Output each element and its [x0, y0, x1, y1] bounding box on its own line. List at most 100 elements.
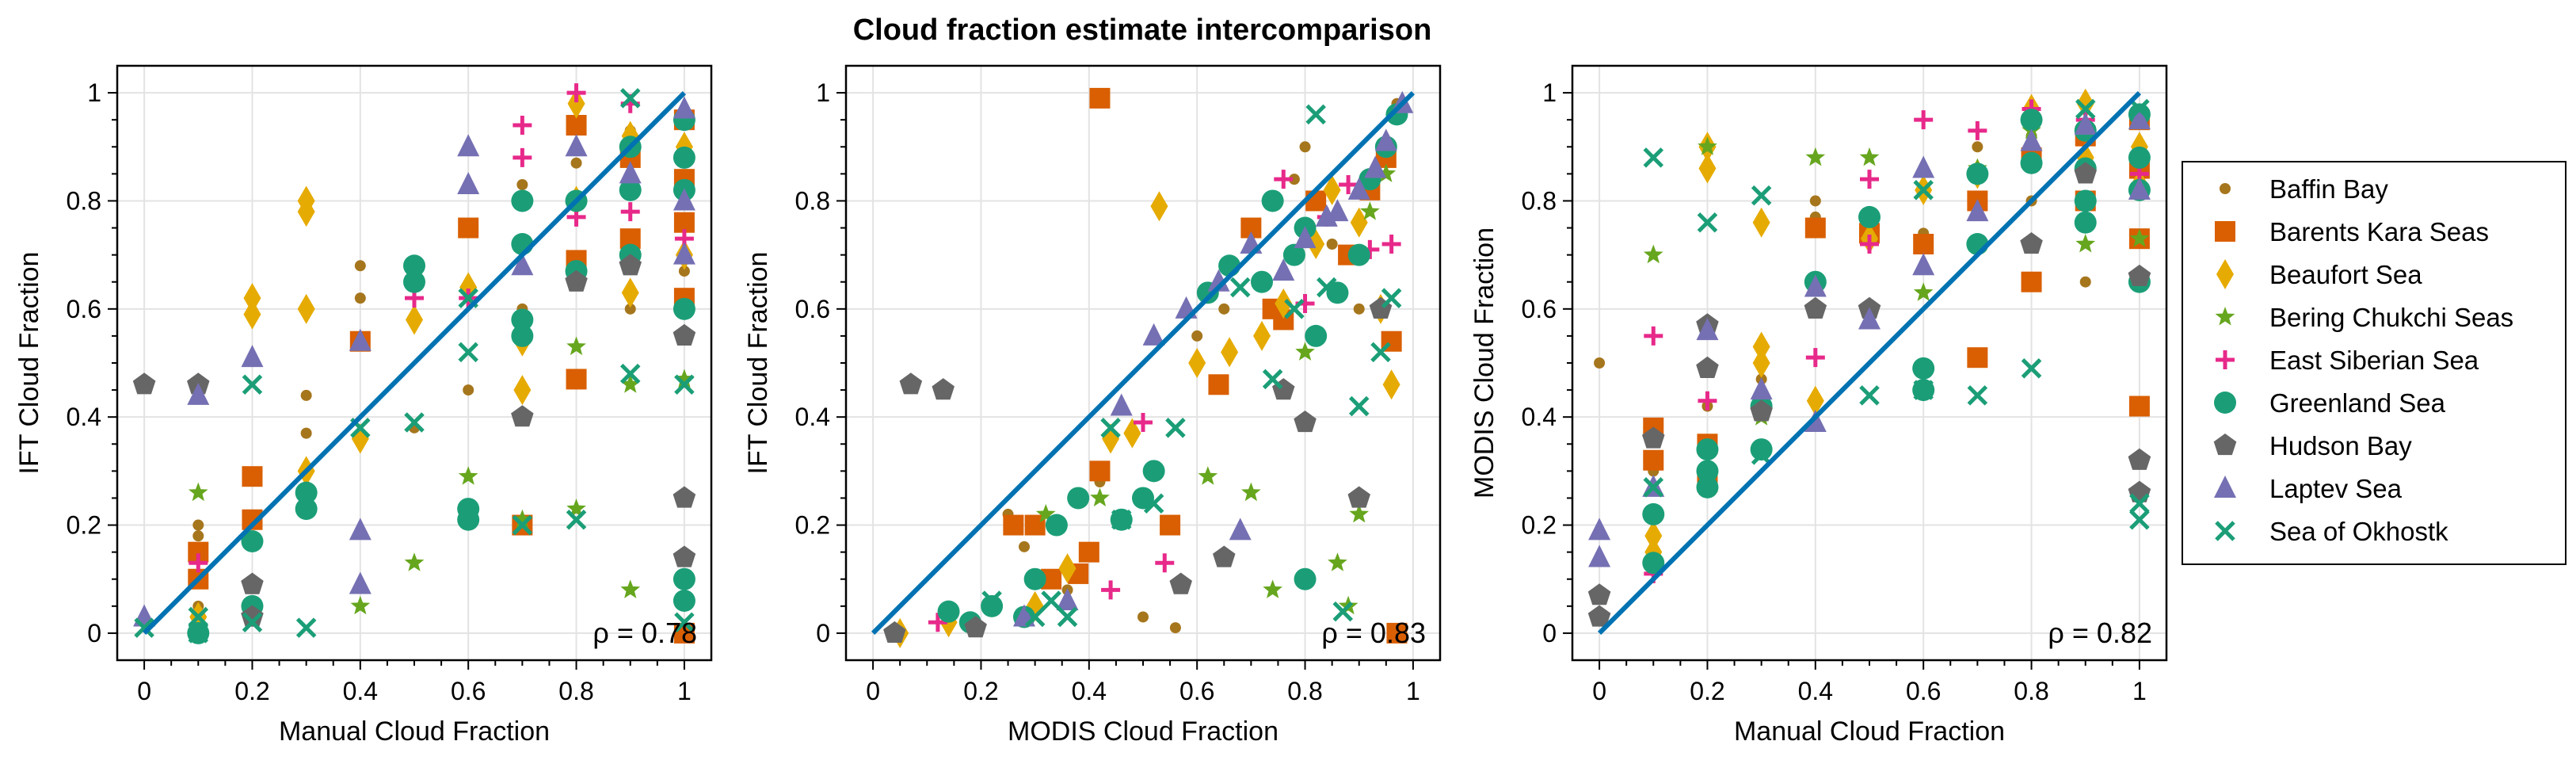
x-tick-label: 1 — [677, 677, 692, 705]
data-point — [132, 372, 156, 395]
data-point — [458, 466, 478, 485]
data-point — [1696, 476, 1719, 499]
data-point — [673, 590, 695, 612]
y-tick-label: 0.6 — [67, 295, 101, 323]
data-point — [349, 571, 372, 594]
data-point — [188, 623, 209, 644]
data-point — [2020, 232, 2043, 254]
data-point — [2075, 98, 2096, 120]
data-point — [1698, 136, 1717, 155]
x-axis-label: MODIS Cloud Fraction — [1008, 716, 1278, 747]
data-point — [192, 530, 204, 542]
data-point — [1966, 199, 1989, 222]
data-point — [619, 254, 642, 276]
x-tick-label: 0.4 — [1072, 677, 1107, 705]
data-point — [566, 499, 586, 518]
figure-title: Cloud fraction estimate intercomparison — [853, 13, 1432, 47]
y-tick-label: 0.4 — [795, 403, 830, 431]
data-point — [1804, 217, 1826, 239]
data-point — [1339, 175, 1358, 194]
data-point — [1261, 189, 1284, 212]
data-point — [1288, 174, 1300, 185]
data-point — [349, 328, 372, 351]
data-point — [512, 514, 533, 536]
data-point — [1110, 393, 1133, 416]
legend-marker-x — [2215, 521, 2235, 541]
data-point — [1019, 541, 1030, 552]
legend-marker-small-circle — [2220, 183, 2231, 194]
data-point — [1348, 395, 1370, 417]
data-point — [404, 552, 425, 571]
y-tick-label: 0.4 — [67, 403, 101, 431]
one-to-one-line — [142, 90, 687, 636]
data-point — [1323, 174, 1341, 205]
data-point — [1860, 170, 1879, 189]
data-point — [2020, 151, 2043, 174]
y-tick-label: 0.8 — [795, 186, 830, 215]
data-point — [1305, 324, 1328, 347]
data-point — [1752, 348, 1770, 378]
data-point — [1275, 288, 1293, 319]
data-point — [243, 299, 261, 330]
data-point — [1332, 601, 1354, 622]
series-beaufort-sea — [189, 88, 693, 632]
data-point — [1272, 258, 1295, 281]
data-point — [1241, 482, 1261, 502]
x-axis-label: Manual Cloud Fraction — [279, 716, 550, 747]
legend-label: Hudson Bay — [2269, 431, 2412, 460]
data-point — [1643, 477, 1664, 498]
data-point — [511, 405, 534, 427]
data-point — [457, 172, 480, 194]
legend-label: Bering Chukchi Seas — [2269, 303, 2513, 332]
y-axis-label: IFT Cloud Fraction — [743, 252, 773, 475]
data-point — [1347, 243, 1370, 266]
data-point — [981, 594, 1004, 617]
one-to-one-line — [871, 90, 1416, 636]
data-point — [2074, 189, 2097, 212]
y-tick-label: 1 — [87, 78, 101, 107]
data-point — [1263, 579, 1282, 598]
data-point — [1305, 190, 1327, 212]
legend-label: Sea of Okhostk — [2269, 517, 2448, 546]
data-point — [1643, 449, 1664, 471]
data-point — [1229, 277, 1251, 298]
x-axis-label: Manual Cloud Fraction — [1734, 716, 2005, 747]
data-point — [1858, 307, 1881, 330]
data-point — [1360, 201, 1380, 220]
data-point — [1697, 212, 1718, 233]
data-point — [1023, 567, 1046, 590]
data-point — [513, 116, 532, 135]
data-point — [1386, 622, 1408, 644]
data-point — [620, 374, 641, 393]
legend: Baffin Bay Barents Kara Seas Beaufort Sea B… — [2182, 161, 2566, 565]
data-point — [1137, 611, 1149, 623]
data-point — [349, 518, 372, 541]
series-baffin-bay — [192, 124, 690, 612]
data-point — [1295, 342, 1315, 361]
data-point — [1913, 380, 1934, 400]
data-point — [300, 389, 312, 401]
data-point — [457, 134, 480, 157]
series-laptev-sea — [1013, 90, 1414, 627]
data-point — [1134, 413, 1153, 432]
data-point — [1150, 191, 1168, 222]
data-point — [1100, 418, 1121, 438]
data-point — [242, 612, 263, 633]
data-point — [354, 292, 366, 304]
data-point — [188, 482, 208, 502]
data-point — [242, 466, 263, 487]
series-greenland-sea — [187, 109, 695, 644]
x-tick-label: 0.6 — [451, 677, 486, 705]
series-hudson-bay — [132, 254, 696, 627]
y-tick-label: 1 — [1542, 78, 1557, 107]
data-point — [1284, 299, 1305, 319]
data-point — [1229, 518, 1252, 541]
x-tick-label: 1 — [1406, 677, 1420, 705]
data-point — [1041, 590, 1061, 611]
series-beaufort-sea — [891, 174, 1400, 648]
data-point — [1913, 234, 1934, 254]
series-bering-chukchi-seas — [1643, 120, 2150, 502]
data-point — [192, 519, 204, 531]
legend-marker-circle — [2214, 392, 2236, 414]
y-tick-label: 0.4 — [1522, 403, 1557, 431]
